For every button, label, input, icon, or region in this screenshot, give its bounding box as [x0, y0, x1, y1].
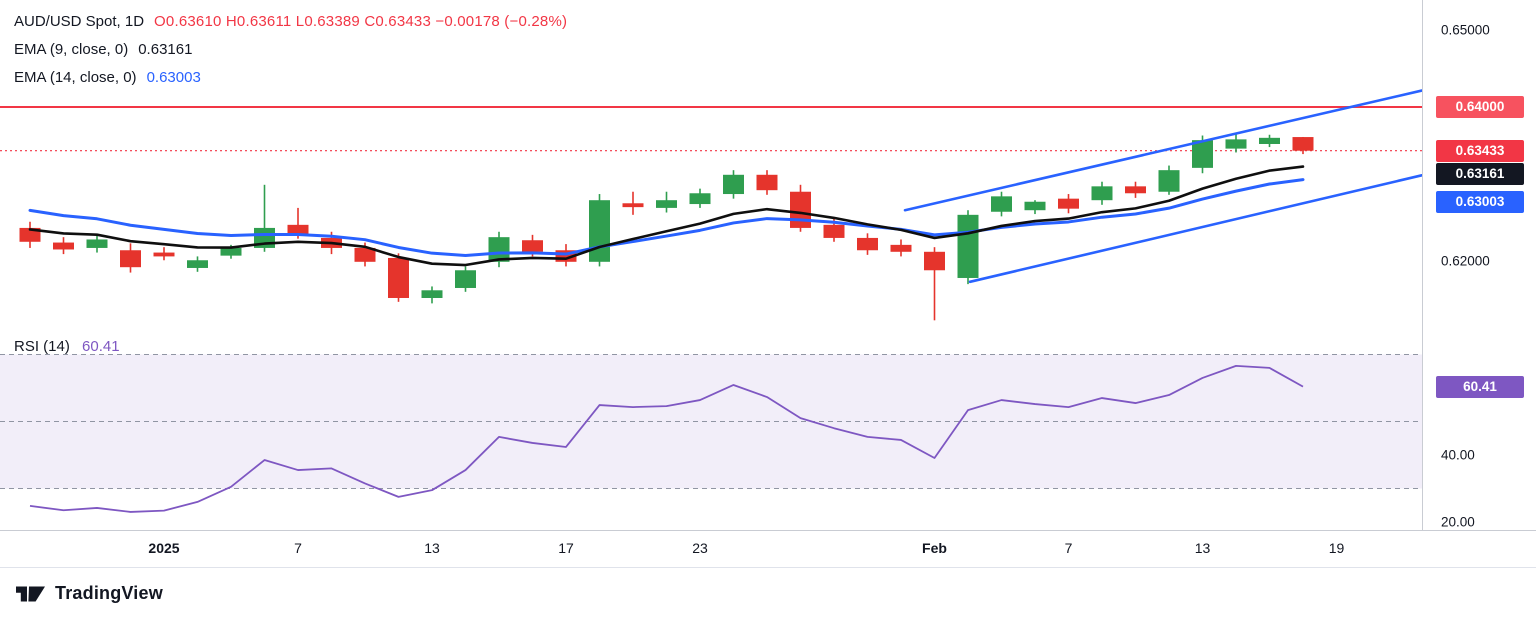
main-price-pane[interactable]: AUD/USD Spot, 1D O0.63610 H0.63611 L0.63… [0, 0, 1422, 332]
tradingview-wordmark[interactable]: TradingView [55, 582, 163, 603]
ema9-value: 0.63161 [138, 41, 193, 58]
rsi-tick-label: 40.00 [1441, 447, 1475, 463]
time-tick-label: 13 [424, 540, 440, 556]
price-badge: 0.63161 [1436, 162, 1524, 185]
time-axis[interactable]: 2025 7 13 17 23 Feb 7 13 19 [0, 530, 1536, 567]
time-tick-label: Feb [922, 540, 947, 556]
rsi-chart-canvas[interactable] [0, 332, 1422, 530]
price-badge: 0.63003 [1436, 190, 1524, 213]
ohlc-values: O0.63610 H0.63611 L0.63389 C0.63433 −0.0… [154, 13, 568, 30]
chart-legend: AUD/USD Spot, 1D O0.63610 H0.63611 L0.63… [14, 8, 567, 92]
rsi-legend[interactable]: RSI (14) 60.41 [14, 338, 120, 355]
symbol-legend-row[interactable]: AUD/USD Spot, 1D O0.63610 H0.63611 L0.63… [14, 8, 567, 36]
footer-bar: TradingView [0, 567, 1536, 618]
price-badge: 0.64000 [1436, 96, 1524, 119]
time-tick-label: 17 [558, 540, 574, 556]
symbol-title[interactable]: AUD/USD Spot, 1D [14, 13, 145, 30]
price-tick-label: 0.62000 [1441, 253, 1490, 269]
price-axis[interactable]: 0.65000 0.64000 0.63433 0.63161 0.63003 0.620… [1422, 0, 1536, 530]
rsi-tick-label: 20.00 [1441, 514, 1475, 530]
rsi-label[interactable]: RSI (14) [14, 338, 70, 355]
ema14-value: 0.63003 [146, 69, 201, 86]
ema14-label[interactable]: EMA (14, close, 0) [14, 69, 137, 86]
time-tick-label: 7 [294, 540, 302, 556]
rsi-indicator-pane[interactable]: RSI (14) 60.41 [0, 332, 1422, 530]
ema14-legend-row[interactable]: EMA (14, close, 0) 0.63003 [14, 64, 567, 92]
tradingview-logo-icon[interactable] [16, 582, 46, 604]
rsi-current-value: 60.41 [82, 338, 120, 355]
candlestick-chart-canvas[interactable] [0, 0, 1422, 332]
time-tick-label: 2025 [148, 540, 180, 556]
price-tick-label: 0.65000 [1441, 22, 1490, 38]
ema9-legend-row[interactable]: EMA (9, close, 0) 0.63161 [14, 36, 567, 64]
rsi-badge: 60.41 [1436, 375, 1524, 398]
time-tick-label: 23 [692, 540, 708, 556]
price-badge: 0.63433 [1436, 139, 1524, 162]
time-tick-label: 13 [1194, 540, 1211, 556]
time-tick-label: 19 [1328, 540, 1345, 556]
ema9-label[interactable]: EMA (9, close, 0) [14, 41, 129, 58]
time-tick-label: 7 [1064, 540, 1073, 556]
